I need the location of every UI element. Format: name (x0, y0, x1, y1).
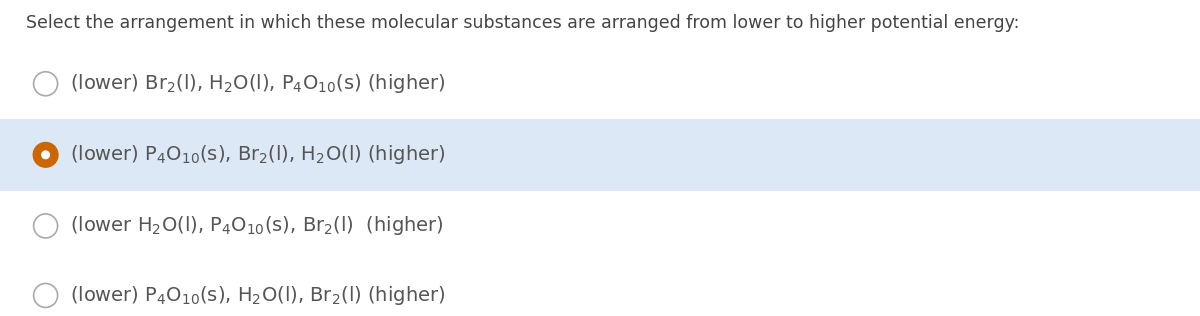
FancyBboxPatch shape (0, 118, 1200, 191)
Ellipse shape (34, 214, 58, 238)
Text: (lower) P$_{4}$O$_{10}$(s), H$_{2}$O(l), Br$_{2}$(l) (higher): (lower) P$_{4}$O$_{10}$(s), H$_{2}$O(l),… (70, 284, 445, 307)
Text: (lower H$_{2}$O(l), P$_{4}$O$_{10}$(s), Br$_{2}$(l)  (higher): (lower H$_{2}$O(l), P$_{4}$O$_{10}$(s), … (70, 215, 444, 237)
Text: (lower) Br$_{2}$(l), H$_{2}$O(l), P$_{4}$O$_{10}$(s) (higher): (lower) Br$_{2}$(l), H$_{2}$O(l), P$_{4}… (70, 72, 445, 95)
Ellipse shape (34, 72, 58, 96)
Ellipse shape (41, 150, 50, 159)
Text: (lower) P$_{4}$O$_{10}$(s), Br$_{2}$(l), H$_{2}$O(l) (higher): (lower) P$_{4}$O$_{10}$(s), Br$_{2}$(l),… (70, 143, 445, 166)
Ellipse shape (34, 283, 58, 307)
Ellipse shape (34, 143, 58, 167)
Text: Select the arrangement in which these molecular substances are arranged from low: Select the arrangement in which these mo… (26, 14, 1020, 32)
